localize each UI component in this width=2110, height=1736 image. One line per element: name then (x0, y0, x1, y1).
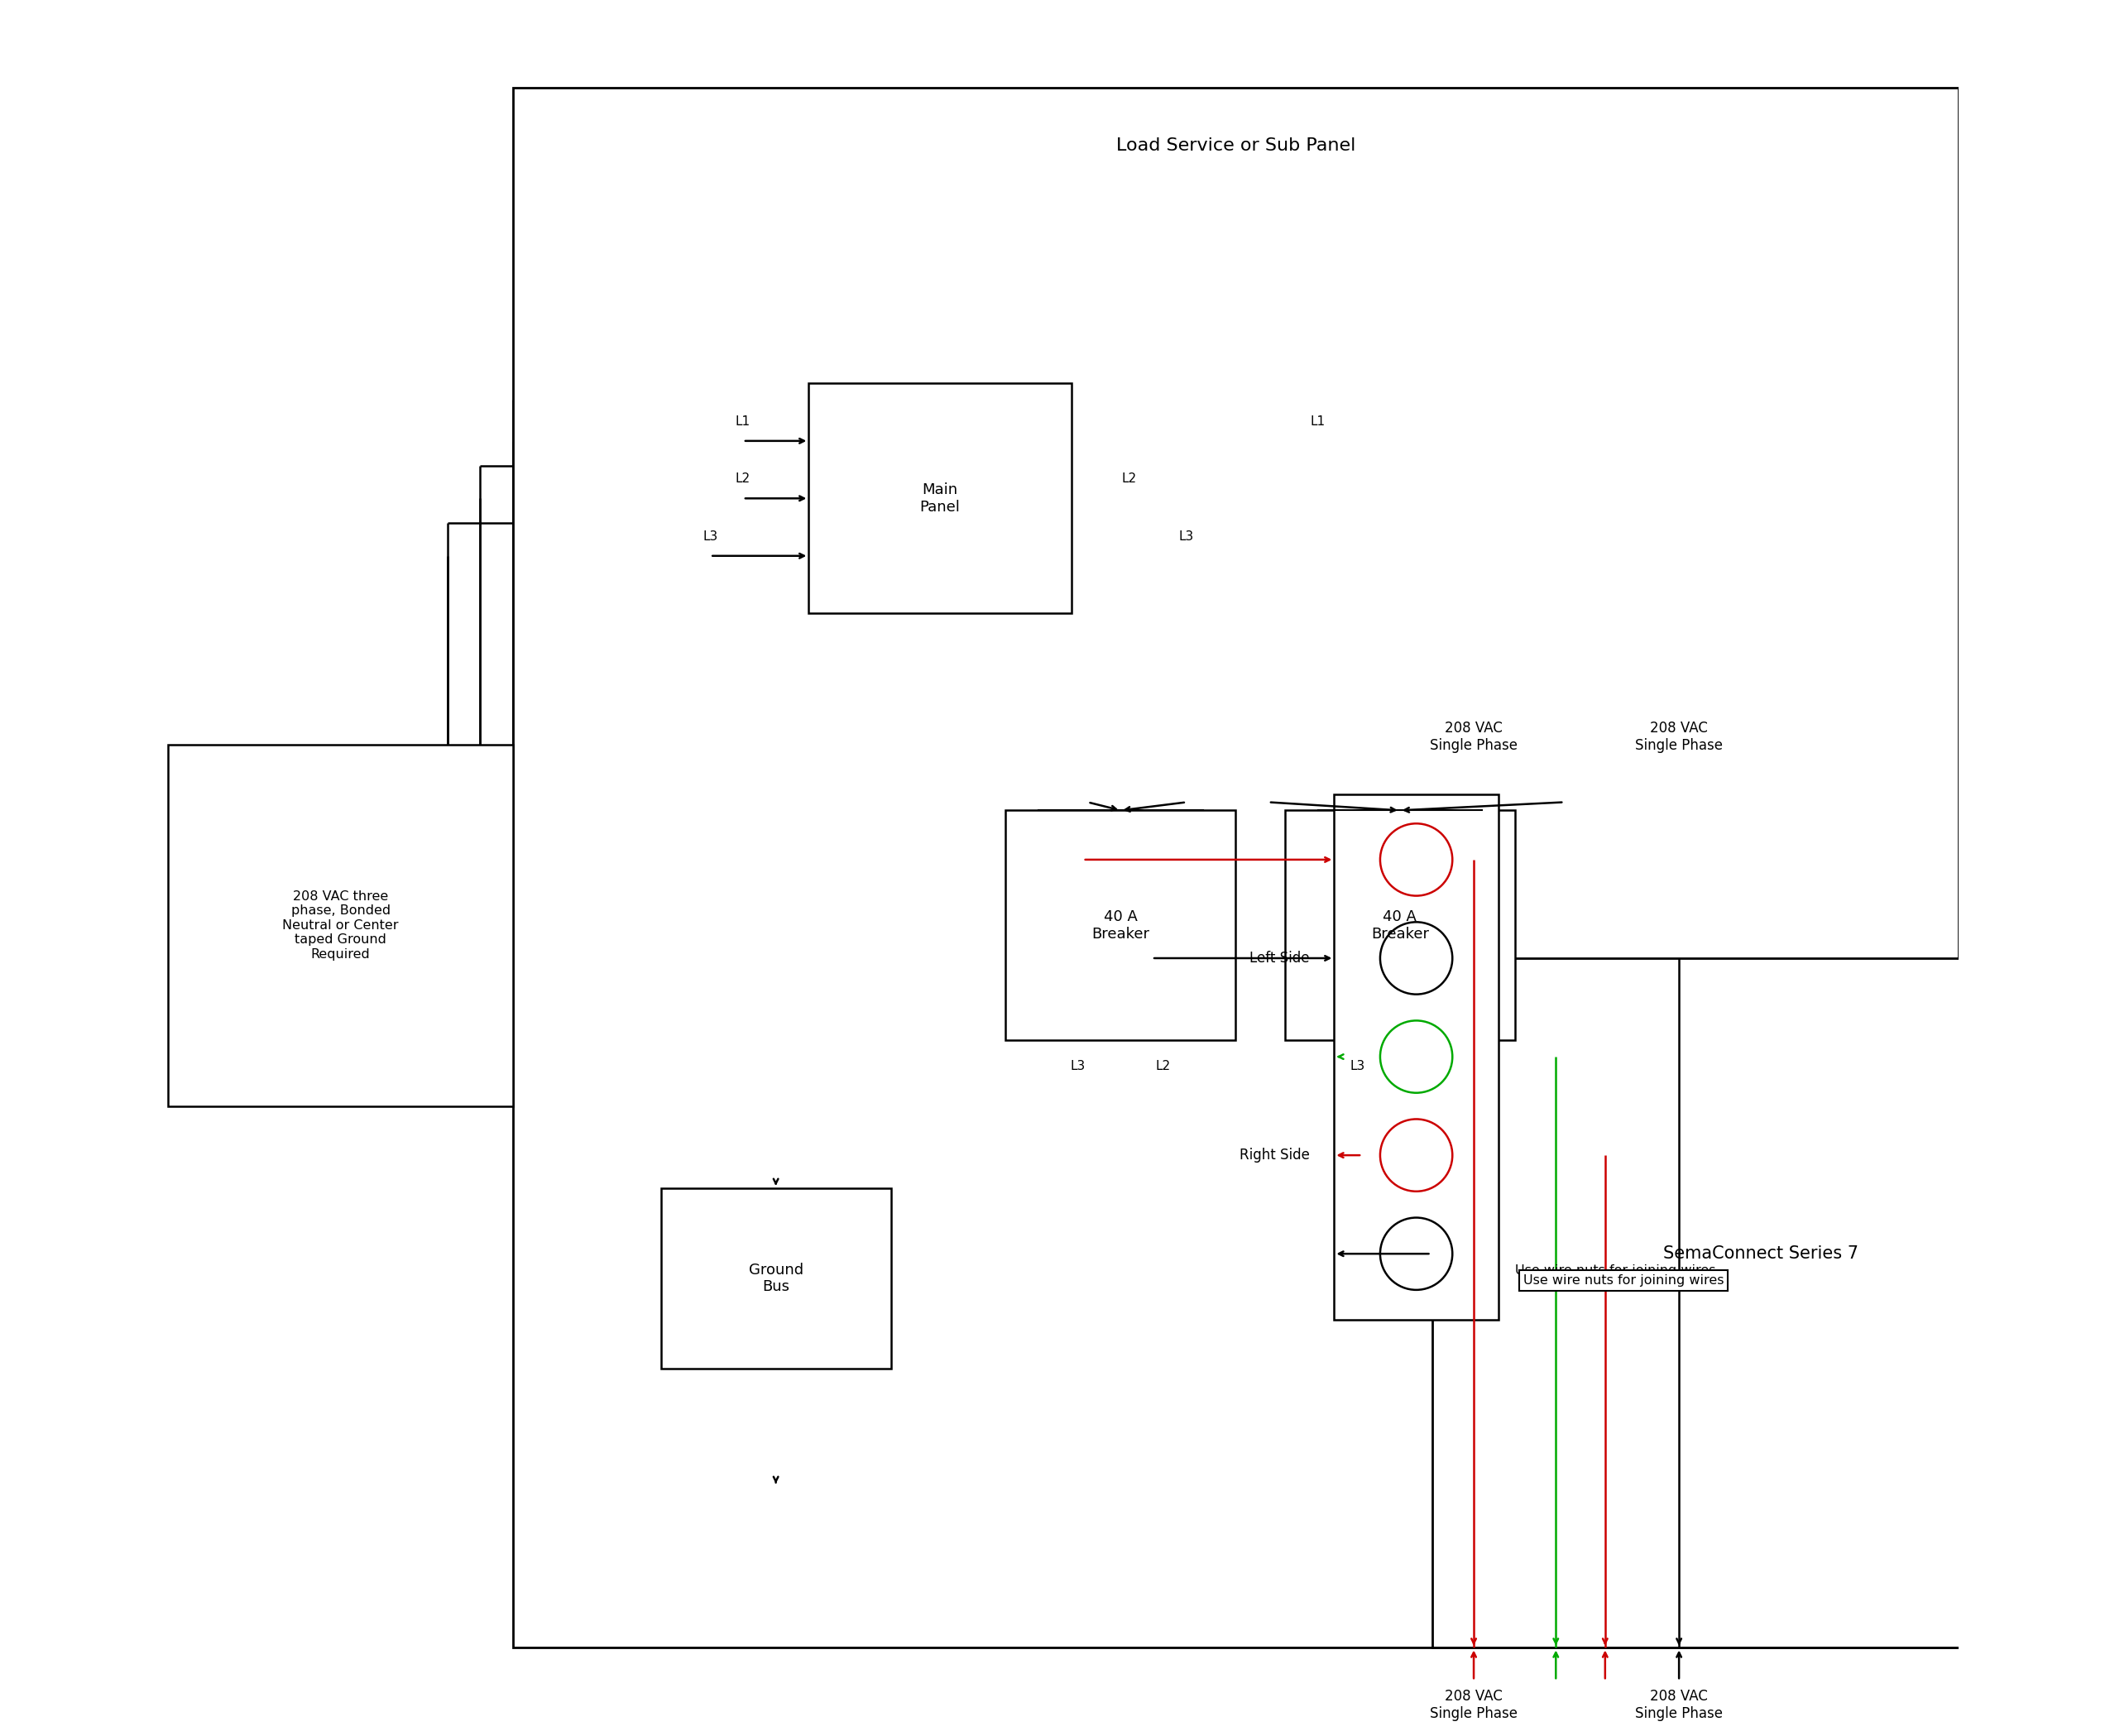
Text: Right Side: Right Side (1239, 1147, 1310, 1163)
Text: L1: L1 (1435, 1061, 1450, 1073)
Bar (808, 384, 1072, 613)
Bar (169, 745, 513, 1106)
Text: L2: L2 (736, 472, 751, 486)
Text: 208 VAC
Single Phase: 208 VAC Single Phase (1635, 1689, 1724, 1720)
Bar (1285, 811, 1515, 1040)
Circle shape (1380, 1217, 1452, 1290)
Text: Main
Panel: Main Panel (920, 483, 960, 514)
Text: L3: L3 (1179, 529, 1194, 543)
Text: L1: L1 (1310, 415, 1325, 427)
Text: 208 VAC three
phase, Bonded
Neutral or Center
taped Ground
Required: 208 VAC three phase, Bonded Neutral or C… (283, 891, 399, 960)
Text: L1: L1 (736, 415, 751, 427)
Bar (660, 1187, 890, 1368)
Text: 40 A
Breaker: 40 A Breaker (1091, 910, 1150, 941)
Bar (513, 89, 1958, 1647)
Text: Use wire nuts for joining wires: Use wire nuts for joining wires (1515, 1264, 1715, 1276)
Circle shape (1380, 823, 1452, 896)
Text: L3: L3 (1070, 1061, 1085, 1073)
Text: L3: L3 (1350, 1061, 1365, 1073)
Circle shape (1380, 922, 1452, 995)
Text: L2: L2 (1156, 1061, 1171, 1073)
Text: Use wire nuts for joining wires: Use wire nuts for joining wires (1523, 1274, 1724, 1286)
Text: 208 VAC
Single Phase: 208 VAC Single Phase (1431, 720, 1517, 753)
Text: SemaConnect Series 7: SemaConnect Series 7 (1663, 1245, 1859, 1262)
Text: L3: L3 (703, 529, 717, 543)
Bar (1334, 793, 1498, 1319)
Bar (1433, 958, 2089, 1647)
Text: 40 A
Breaker: 40 A Breaker (1372, 910, 1428, 941)
Circle shape (1380, 1120, 1452, 1191)
Text: 208 VAC
Single Phase: 208 VAC Single Phase (1431, 1689, 1517, 1720)
Text: Ground
Bus: Ground Bus (749, 1262, 804, 1295)
Text: L2: L2 (1120, 472, 1137, 486)
Text: Load Service or Sub Panel: Load Service or Sub Panel (1116, 137, 1355, 155)
Circle shape (1380, 1021, 1452, 1094)
Text: 208 VAC
Single Phase: 208 VAC Single Phase (1635, 720, 1724, 753)
Text: Left Side: Left Side (1249, 951, 1310, 965)
Bar (1006, 811, 1236, 1040)
